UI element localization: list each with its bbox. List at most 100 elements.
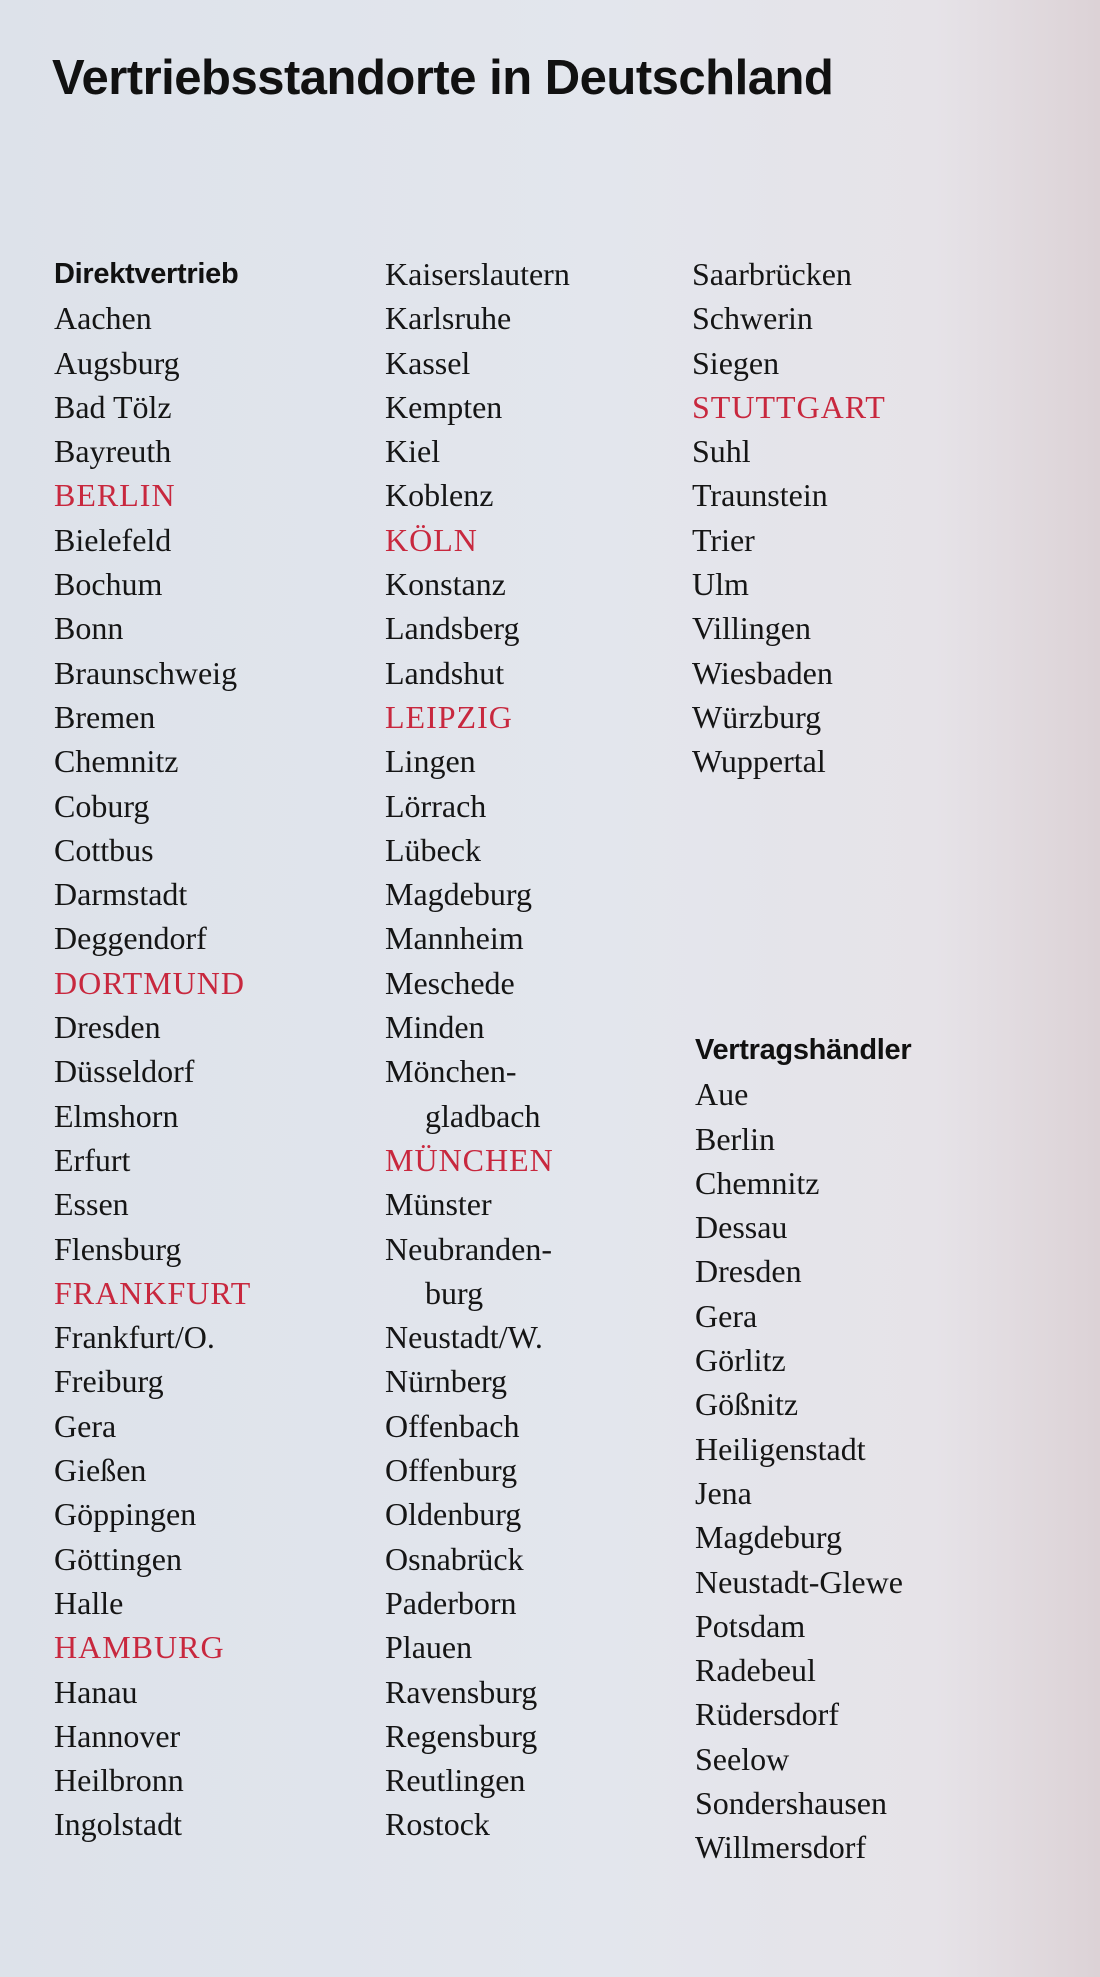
location-item: Braunschweig (54, 654, 238, 691)
location-item: Sondershausen (695, 1785, 887, 1822)
location-item: Chemnitz (695, 1164, 820, 1201)
location-item-highlighted: LEIPZIG (385, 698, 513, 735)
location-item: Landshut (385, 654, 505, 691)
location-item: Hanau (54, 1673, 138, 1710)
location-item: gladbach (425, 1097, 541, 1134)
location-item: Aue (695, 1076, 749, 1113)
location-item: Osnabrück (385, 1540, 524, 1577)
location-item: Willmersdorf (695, 1829, 867, 1866)
location-item: Würzburg (692, 698, 822, 735)
location-item: Meschede (385, 964, 515, 1001)
location-item: Oldenburg (385, 1496, 522, 1533)
location-item: Göppingen (54, 1496, 197, 1533)
location-item: Magdeburg (695, 1519, 842, 1556)
location-item: Jena (695, 1474, 752, 1511)
location-item: Gera (54, 1407, 117, 1444)
location-item-highlighted: MÜNCHEN (385, 1141, 554, 1178)
location-item: Kiel (385, 433, 441, 470)
location-item: Cottbus (54, 831, 154, 868)
location-item: Mannheim (385, 920, 524, 957)
location-item: Dessau (695, 1209, 788, 1246)
location-item: Bonn (54, 610, 124, 647)
location-item: Deggendorf (54, 920, 207, 957)
location-item: Neubranden- (385, 1230, 553, 1267)
location-item: Frankfurt/O. (54, 1319, 215, 1356)
location-item: Bad Tölz (54, 388, 172, 425)
location-item: Kaiserslautern (385, 256, 570, 292)
location-item-highlighted: STUTTGART (692, 388, 886, 425)
location-item: Siegen (692, 344, 780, 381)
location-item: Koblenz (385, 477, 494, 514)
location-item: Konstanz (385, 566, 506, 603)
location-item: Offenburg (385, 1452, 518, 1489)
location-item: Offenbach (385, 1407, 520, 1444)
location-item: Lörrach (385, 787, 487, 824)
location-item: Aachen (54, 300, 152, 337)
location-item: Halle (54, 1584, 124, 1621)
location-item: Suhl (692, 433, 751, 470)
location-item: Mönchen- (385, 1053, 517, 1090)
location-item: Hannover (54, 1717, 181, 1754)
location-item: Bayreuth (54, 433, 172, 470)
location-item: Reutlingen (385, 1762, 526, 1799)
location-item: Rostock (385, 1806, 490, 1843)
location-item: Heiligenstadt (695, 1430, 866, 1467)
location-item: Augsburg (54, 344, 180, 381)
location-item: Darmstadt (54, 876, 188, 913)
location-item: Nürnberg (385, 1363, 508, 1400)
location-item: Karlsruhe (385, 300, 512, 337)
location-item: Kempten (385, 388, 503, 425)
location-item: Saarbrücken (692, 256, 852, 292)
location-item: Göttingen (54, 1540, 182, 1577)
vertragshaendler-section: Vertragshändler Aue Berlin Chemnitz Dessau D… (695, 1028, 912, 1870)
location-item: Gößnitz (695, 1386, 799, 1423)
location-item: Ravensburg (385, 1673, 538, 1710)
location-item: Elmshorn (54, 1097, 179, 1134)
location-item: Berlin (695, 1120, 775, 1157)
location-item: Potsdam (695, 1607, 806, 1644)
location-item: Dresden (54, 1009, 161, 1046)
location-item: Neustadt-Glewe (695, 1563, 903, 1600)
location-item: Coburg (54, 787, 150, 824)
location-item: Landsberg (385, 610, 520, 647)
location-item: Neustadt/W. (385, 1319, 543, 1356)
location-item: Radebeul (695, 1652, 816, 1689)
location-item: Dresden (695, 1253, 802, 1290)
location-item: Düsseldorf (54, 1053, 195, 1090)
location-item: Traunstein (692, 477, 828, 514)
location-item: Ingolstadt (54, 1806, 182, 1843)
location-item: Görlitz (695, 1342, 786, 1379)
direktvertrieb-column-3: Saarbrücken Schwerin Siegen STUTTGART Suhl Tr… (692, 252, 886, 784)
location-item: Rüdersdorf (695, 1696, 839, 1733)
location-item: Flensburg (54, 1230, 182, 1267)
location-item: Minden (385, 1009, 485, 1046)
location-item: Essen (54, 1186, 129, 1223)
location-item: Münster (385, 1186, 492, 1223)
location-item: Chemnitz (54, 743, 179, 780)
direktvertrieb-column-1: Direktvertrieb Aachen Augsburg Bad Tölz Bay… (54, 252, 251, 1847)
location-item: Wuppertal (692, 743, 826, 780)
location-item-highlighted: KÖLN (385, 521, 478, 558)
location-item: Paderborn (385, 1584, 517, 1621)
location-item: Lübeck (385, 831, 481, 868)
location-item: Trier (692, 521, 755, 558)
location-item: Ulm (692, 566, 749, 603)
page-title: Vertriebsstandorte in Deutschland (52, 51, 834, 105)
location-item: Gießen (54, 1452, 147, 1489)
location-item: Seelow (695, 1740, 790, 1777)
location-item-highlighted: DORTMUND (54, 964, 245, 1001)
location-item-highlighted: FRANKFURT (54, 1274, 252, 1311)
location-item: Regensburg (385, 1717, 538, 1754)
location-item: Wiesbaden (692, 654, 833, 691)
location-item-highlighted: HAMBURG (54, 1629, 225, 1666)
location-item: Kassel (385, 344, 471, 381)
location-item: Schwerin (692, 300, 813, 337)
location-item: Bochum (54, 566, 163, 603)
direktvertrieb-heading: Direktvertrieb (54, 258, 239, 290)
location-item: Heilbronn (54, 1762, 184, 1799)
location-item: burg (425, 1274, 484, 1311)
location-item: Plauen (385, 1629, 473, 1666)
vertragshaendler-heading: Vertragshändler (695, 1034, 912, 1066)
location-item: Villingen (692, 610, 811, 647)
location-item: Gera (695, 1297, 758, 1334)
